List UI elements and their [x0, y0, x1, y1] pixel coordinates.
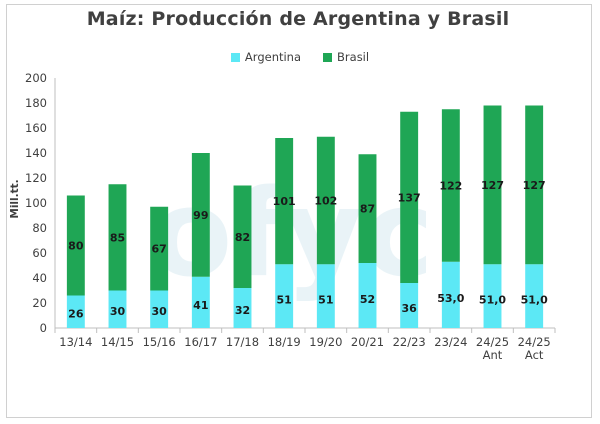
data-label-brasil: 137: [398, 191, 421, 204]
x-tick-label: Act: [525, 348, 544, 362]
x-tick-label: 13/14: [59, 335, 92, 349]
data-label-argentina: 26: [68, 307, 84, 320]
y-tick-label: 180: [25, 96, 47, 110]
data-label-argentina: 52: [360, 293, 375, 306]
y-tick-label: 0: [40, 321, 47, 335]
x-tick-label: 22/23: [393, 335, 426, 349]
x-tick-label: 24/25: [518, 335, 551, 349]
data-label-brasil: 127: [523, 179, 546, 192]
x-tick-label: 16/17: [184, 335, 217, 349]
chart-title: Maíz: Producción de Argentina y Brasil: [86, 8, 510, 30]
bar-argentina: [316, 264, 335, 328]
data-label-argentina: 30: [152, 305, 168, 318]
x-tick-label: 24/25: [476, 335, 509, 349]
x-tick-label: 15/16: [143, 335, 176, 349]
bar-argentina: [108, 290, 127, 328]
data-label-brasil: 127: [481, 179, 504, 192]
data-label-argentina: 32: [235, 304, 250, 317]
bar-argentina: [191, 276, 210, 328]
bar-argentina: [150, 290, 169, 328]
x-tick-label: Ant: [483, 348, 503, 362]
bar-brasil: [400, 111, 419, 283]
bar-brasil: [108, 184, 127, 291]
y-tick-label: 120: [25, 171, 47, 185]
legend-item-argentina: Argentina: [230, 50, 302, 64]
bar-brasil: [358, 154, 377, 263]
chart-axes: 0 20 40 60 80 100 120 140 160 180 200 Mill.tt. 13/14…: [9, 71, 556, 362]
data-label-argentina: 41: [193, 299, 208, 312]
legend-label-argentina: Argentina: [244, 50, 302, 64]
bar-argentina: [275, 264, 294, 328]
data-label-argentina: 51: [318, 293, 333, 306]
bar-brasil: [191, 153, 210, 277]
data-label-brasil: 82: [235, 231, 250, 244]
data-label-argentina: 30: [110, 305, 126, 318]
bar-brasil: [441, 109, 460, 262]
data-label-brasil: 101: [273, 195, 296, 208]
x-tick-label: 17/18: [226, 335, 259, 349]
data-label-argentina: 51,0: [521, 293, 548, 306]
bar-brasil: [316, 136, 335, 265]
bar-argentina: [233, 288, 252, 328]
x-tick-label: 20/21: [351, 335, 384, 349]
chart-data-labels: 26 80 30 85 30 67 41 99 32 82 51 101 51 102 52 87 36 137 5…: [68, 179, 548, 321]
bar-argentina: [525, 264, 544, 328]
legend-swatch-brasil: [323, 52, 333, 62]
y-tick-label: 60: [32, 246, 47, 260]
bar-brasil: [233, 185, 252, 288]
y-tick-label: 40: [32, 271, 47, 285]
bar-argentina: [483, 264, 502, 328]
data-label-argentina: 53,0: [437, 292, 464, 305]
y-tick-label: 20: [32, 296, 47, 310]
data-label-brasil: 67: [152, 243, 167, 256]
y-tick-label: 140: [25, 146, 47, 160]
y-tick-label: 100: [25, 196, 47, 210]
bar-argentina: [441, 261, 460, 328]
data-label-brasil: 102: [314, 195, 337, 208]
data-label-brasil: 80: [68, 240, 84, 253]
y-tick-label: 200: [25, 71, 47, 85]
data-label-argentina: 36: [402, 302, 418, 315]
bar-argentina: [66, 295, 85, 328]
bar-argentina: [358, 263, 377, 328]
x-tick-label: 18/19: [268, 335, 301, 349]
x-tick-label: 14/15: [101, 335, 134, 349]
y-tick-label: 80: [32, 221, 47, 235]
x-tick-label: 19/20: [309, 335, 342, 349]
data-label-brasil: 85: [110, 231, 125, 244]
data-label-brasil: 87: [360, 203, 375, 216]
bar-brasil: [66, 195, 85, 296]
chart-bars: [66, 105, 544, 328]
data-label-argentina: 51,0: [479, 293, 506, 306]
y-axis-title: Mill.tt.: [9, 179, 21, 218]
data-label-brasil: 99: [193, 209, 208, 222]
data-label-argentina: 51: [277, 293, 292, 306]
legend-swatch-argentina: [230, 52, 240, 62]
x-tick-label: 23/24: [434, 335, 467, 349]
data-label-brasil: 122: [439, 180, 462, 193]
legend-label-brasil: Brasil: [337, 50, 370, 64]
bar-brasil: [483, 105, 502, 265]
legend-item-brasil: Brasil: [323, 50, 369, 64]
bar-brasil: [525, 105, 544, 265]
chart-legend: Argentina Brasil: [0, 50, 600, 64]
bar-brasil: [150, 206, 169, 291]
bar-brasil: [275, 138, 294, 265]
y-tick-label: 160: [25, 121, 47, 135]
bar-argentina: [400, 283, 419, 328]
